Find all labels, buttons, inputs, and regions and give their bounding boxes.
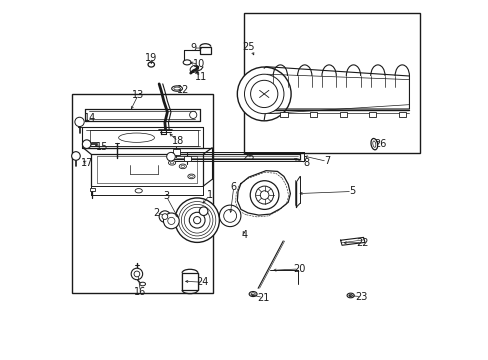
- Ellipse shape: [187, 174, 195, 179]
- Circle shape: [167, 217, 175, 225]
- Text: 6: 6: [230, 182, 236, 192]
- Text: 4: 4: [241, 230, 247, 239]
- Ellipse shape: [372, 141, 375, 147]
- Circle shape: [250, 80, 277, 108]
- Bar: [182, 273, 198, 290]
- Ellipse shape: [181, 165, 184, 167]
- Circle shape: [189, 111, 196, 118]
- Text: 18: 18: [172, 136, 184, 146]
- Ellipse shape: [140, 282, 145, 286]
- Circle shape: [82, 140, 91, 148]
- Ellipse shape: [189, 175, 193, 177]
- Polygon shape: [237, 171, 290, 215]
- Ellipse shape: [171, 86, 182, 91]
- Circle shape: [184, 207, 210, 233]
- Circle shape: [189, 212, 204, 228]
- Bar: [309, 112, 317, 117]
- Ellipse shape: [119, 133, 154, 142]
- Circle shape: [72, 152, 80, 160]
- Circle shape: [260, 191, 268, 199]
- Text: 25: 25: [242, 152, 255, 162]
- Polygon shape: [264, 67, 408, 120]
- Text: 5: 5: [348, 186, 354, 197]
- Polygon shape: [340, 237, 364, 245]
- Text: 10: 10: [192, 59, 204, 69]
- Text: 11: 11: [194, 72, 206, 82]
- Circle shape: [175, 198, 219, 242]
- Ellipse shape: [348, 294, 352, 297]
- Ellipse shape: [250, 293, 255, 295]
- Text: 3: 3: [163, 191, 169, 201]
- Circle shape: [193, 217, 201, 224]
- Ellipse shape: [249, 292, 257, 297]
- Circle shape: [237, 67, 290, 121]
- Circle shape: [163, 213, 179, 229]
- Bar: [280, 112, 287, 117]
- Circle shape: [199, 207, 207, 216]
- Text: 8: 8: [303, 158, 308, 168]
- Ellipse shape: [170, 162, 174, 164]
- Circle shape: [178, 202, 215, 239]
- Ellipse shape: [174, 87, 180, 90]
- Circle shape: [250, 181, 278, 210]
- Bar: [339, 112, 346, 117]
- Circle shape: [75, 117, 84, 127]
- Text: 9: 9: [190, 43, 196, 53]
- Ellipse shape: [135, 189, 142, 193]
- Text: 12: 12: [177, 85, 189, 95]
- Circle shape: [162, 214, 167, 220]
- Text: 22: 22: [355, 238, 367, 248]
- Bar: [72, 94, 213, 293]
- Bar: [368, 112, 376, 117]
- Text: 23: 23: [354, 292, 367, 302]
- Bar: [183, 156, 190, 161]
- Text: 19: 19: [145, 53, 157, 63]
- Text: 21: 21: [256, 293, 269, 303]
- Text: 25: 25: [242, 42, 255, 52]
- Circle shape: [131, 268, 142, 280]
- Circle shape: [255, 186, 273, 204]
- Text: 26: 26: [373, 139, 386, 149]
- Ellipse shape: [346, 293, 353, 298]
- Text: 20: 20: [292, 264, 305, 274]
- Circle shape: [159, 211, 170, 222]
- Text: 16: 16: [134, 287, 146, 297]
- Ellipse shape: [179, 164, 186, 169]
- Text: 13: 13: [132, 90, 144, 100]
- Ellipse shape: [168, 161, 175, 165]
- Ellipse shape: [370, 139, 377, 150]
- Circle shape: [134, 271, 140, 277]
- Circle shape: [219, 205, 241, 226]
- Ellipse shape: [190, 65, 198, 72]
- Text: 1: 1: [206, 190, 212, 200]
- Text: 24: 24: [196, 277, 208, 287]
- Ellipse shape: [183, 60, 191, 65]
- Text: 14: 14: [83, 113, 96, 123]
- Circle shape: [223, 210, 236, 222]
- Text: 17: 17: [81, 158, 93, 168]
- Text: 15: 15: [95, 142, 108, 152]
- Circle shape: [181, 204, 212, 236]
- Bar: [89, 188, 94, 191]
- Bar: [172, 149, 180, 155]
- Text: 7: 7: [323, 156, 329, 166]
- Text: 2: 2: [153, 208, 159, 218]
- Bar: [398, 112, 405, 117]
- Ellipse shape: [148, 62, 154, 67]
- Circle shape: [244, 74, 284, 114]
- Circle shape: [166, 152, 175, 161]
- Bar: [200, 46, 210, 54]
- Bar: [244, 13, 419, 153]
